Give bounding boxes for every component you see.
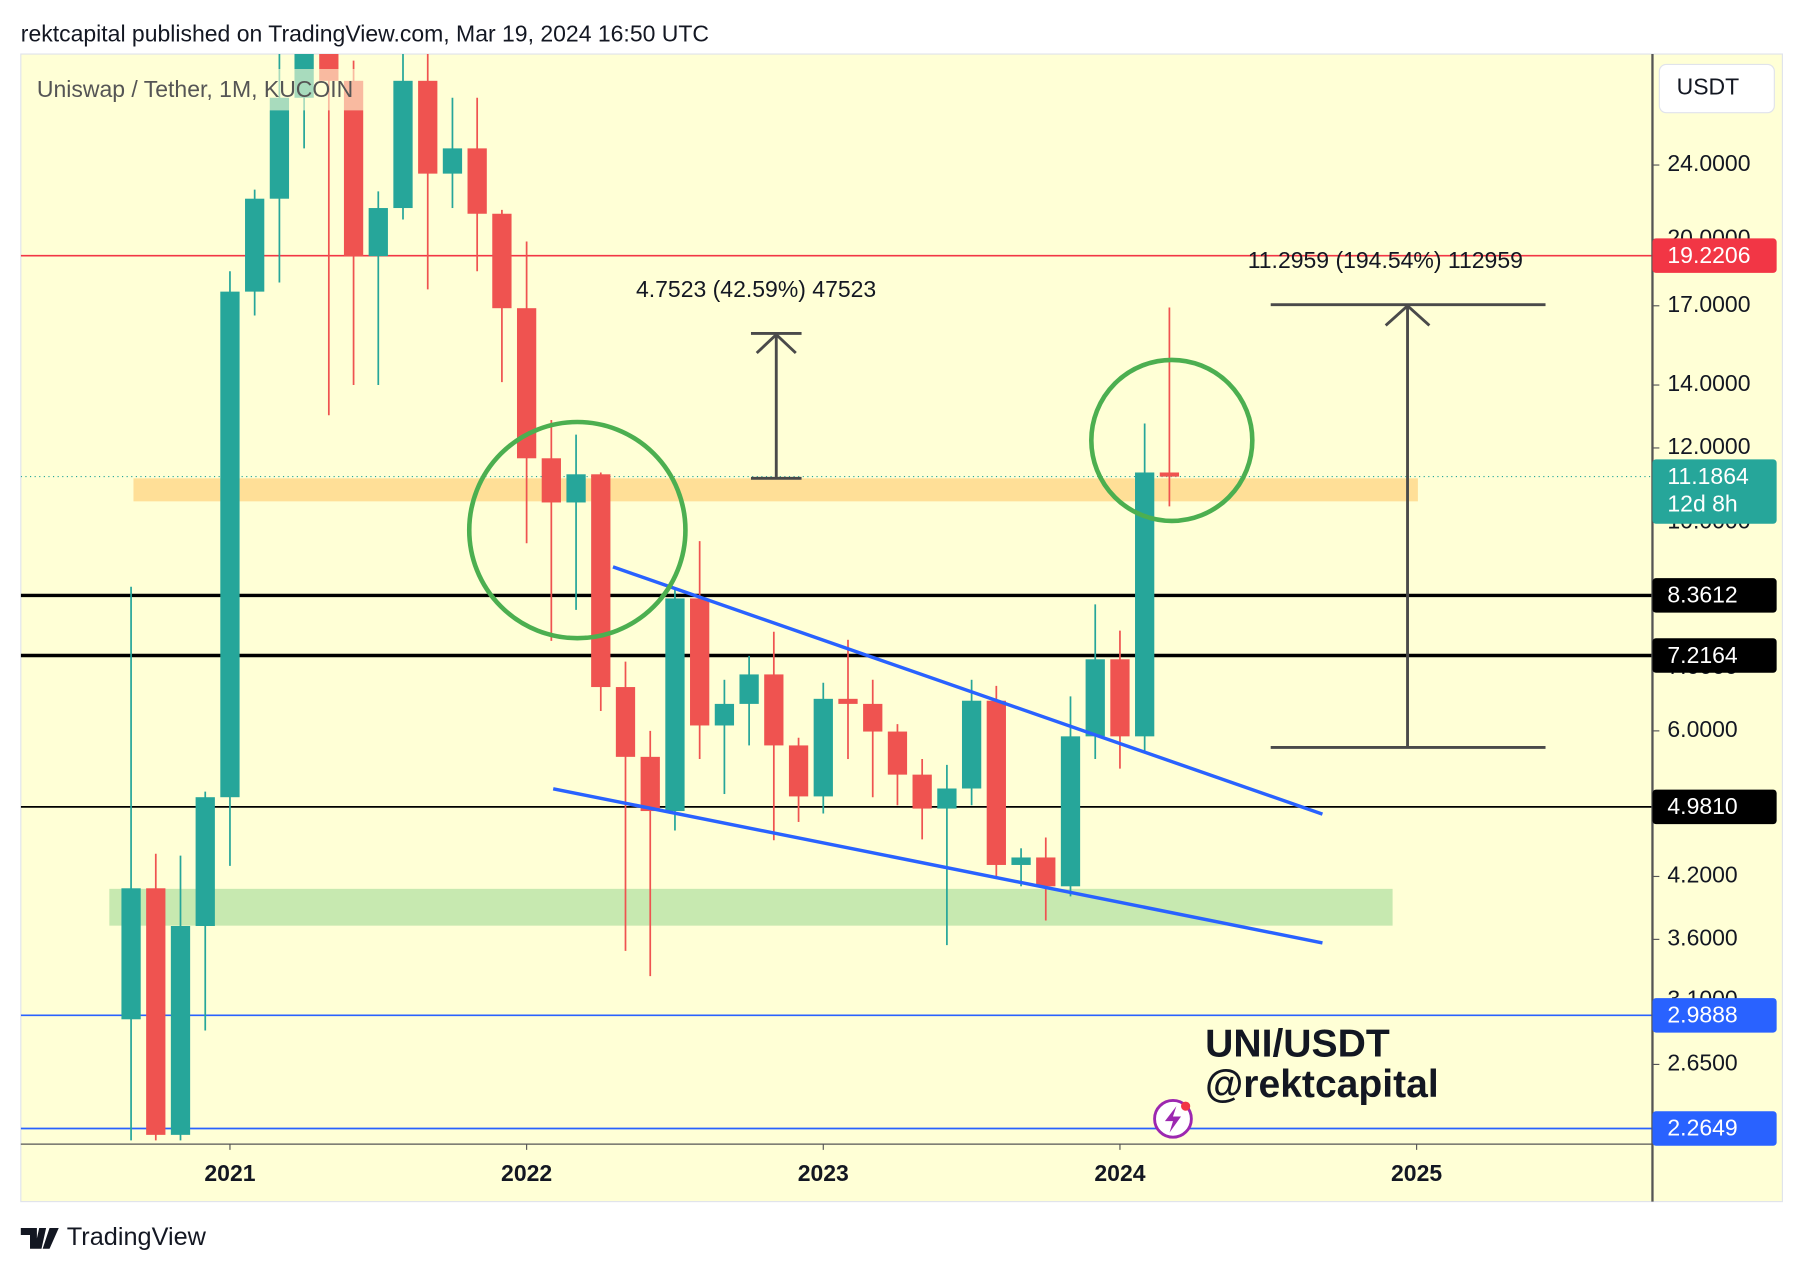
candle-body [1135, 472, 1155, 737]
candle-body [739, 674, 759, 704]
candle-body [690, 598, 710, 726]
y-tick-label: 2.6500 [1667, 1050, 1737, 1076]
level-label-box [1652, 789, 1777, 825]
measure-short [750, 332, 802, 480]
candle-body [566, 474, 586, 503]
brand-name: TradingView [67, 1223, 207, 1251]
price-labels: 19.2206 8.3612 7.2164 4.9810 2.9888 2.2649 11.… [1652, 238, 1777, 1146]
currency-button[interactable] [1658, 63, 1775, 114]
candle-body [714, 703, 735, 726]
candle-body [615, 687, 636, 757]
candle-body [591, 474, 611, 688]
candle-body [764, 674, 784, 746]
y-tick-label: 4.2000 [1667, 862, 1737, 888]
legend-backdrop [28, 68, 374, 111]
candle-body [245, 198, 265, 292]
level-label-box [1652, 638, 1777, 673]
x-tick-label: 2025 [1391, 1160, 1442, 1186]
level-label: 4.9810 [1667, 793, 1737, 819]
watermark: @rektcapital [1205, 1063, 1439, 1106]
candle-body [170, 925, 191, 1135]
level-label-box [1652, 578, 1777, 613]
candle-body [1011, 857, 1031, 865]
measure-long [1270, 303, 1546, 749]
drawings [466, 303, 1546, 945]
candle-body [838, 698, 858, 704]
logo [1153, 1098, 1193, 1139]
candle-body [1159, 472, 1180, 477]
chart-background [20, 53, 1783, 1203]
candle-body [986, 700, 1006, 865]
y-tick-label: 3.6000 [1667, 924, 1737, 950]
candle-body [343, 80, 364, 257]
level-label-box [1652, 238, 1777, 273]
x-tick-label: 2021 [204, 1160, 255, 1186]
candle-body [788, 745, 809, 797]
level-label: 8.3612 [1667, 582, 1737, 608]
candle-body [1085, 659, 1105, 737]
candle-body [1110, 659, 1130, 737]
zones [109, 478, 1418, 926]
candle-body [492, 213, 512, 309]
candle-body [516, 308, 537, 459]
candle-body [863, 703, 883, 732]
candle-body [937, 788, 957, 809]
y-tick-label: 6.0000 [1667, 716, 1737, 742]
currency-label[interactable]: USDT [1677, 74, 1740, 100]
candle-body [220, 291, 240, 798]
last-price-box [1652, 459, 1777, 524]
level-label: 7.2164 [1667, 642, 1738, 668]
x-tick-label: 2024 [1094, 1160, 1145, 1186]
level-label: 2.2649 [1667, 1115, 1737, 1141]
trendline [612, 565, 1324, 816]
y-tick-label: 14.0000 [1667, 370, 1750, 396]
watermark: UNI/USDT [1205, 1023, 1390, 1066]
candle-body [393, 80, 413, 209]
highlight-circle [466, 419, 688, 641]
y-tick-label: 12.0000 [1667, 433, 1750, 459]
candle-body [912, 774, 932, 809]
candle-body [665, 598, 685, 812]
y-tick-label: 24.0000 [1667, 150, 1750, 176]
y-tick-label: 17.0000 [1667, 291, 1750, 317]
countdown-label: 12d 8h [1667, 490, 1737, 516]
candle-body [640, 756, 660, 812]
level-label: 2.9888 [1667, 1002, 1737, 1028]
candle-body [195, 797, 215, 926]
candle-body [961, 700, 982, 789]
publisher-line: rektcapital published on TradingView.com… [21, 21, 709, 47]
candle-body [269, 97, 290, 199]
x-tick-label: 2023 [798, 1160, 849, 1186]
candle-body [813, 698, 833, 797]
candle-body [1036, 857, 1056, 887]
highlight-circle [1089, 357, 1255, 524]
candle-body [368, 208, 388, 257]
resistance-zone [133, 478, 1418, 502]
trendline [552, 787, 1323, 945]
level-label-box [1652, 1111, 1777, 1146]
candle-body [541, 458, 561, 503]
support-zone [109, 888, 1393, 926]
candle-body [467, 148, 487, 214]
candles [121, 54, 1180, 1141]
candle-body [887, 731, 908, 775]
chart-title: Uniswap / Tether, 1M, KUCOIN [37, 76, 353, 102]
brand [20, 1228, 59, 1249]
candle-body [146, 888, 166, 1135]
candle-body [418, 80, 438, 174]
level-label-box [1652, 998, 1777, 1033]
measure-label: 11.2959 (194.54%) 112959 [1248, 247, 1523, 273]
candle-body [121, 888, 141, 1020]
candle-body [442, 148, 463, 174]
measure-label: 4.7523 (42.59%) 47523 [636, 276, 876, 302]
x-tick-label: 2022 [501, 1160, 552, 1186]
last-price-label: 11.1864 [1667, 463, 1749, 489]
level-label: 19.2206 [1667, 242, 1750, 268]
levels [20, 254, 1653, 1130]
candle-body [1060, 736, 1081, 887]
